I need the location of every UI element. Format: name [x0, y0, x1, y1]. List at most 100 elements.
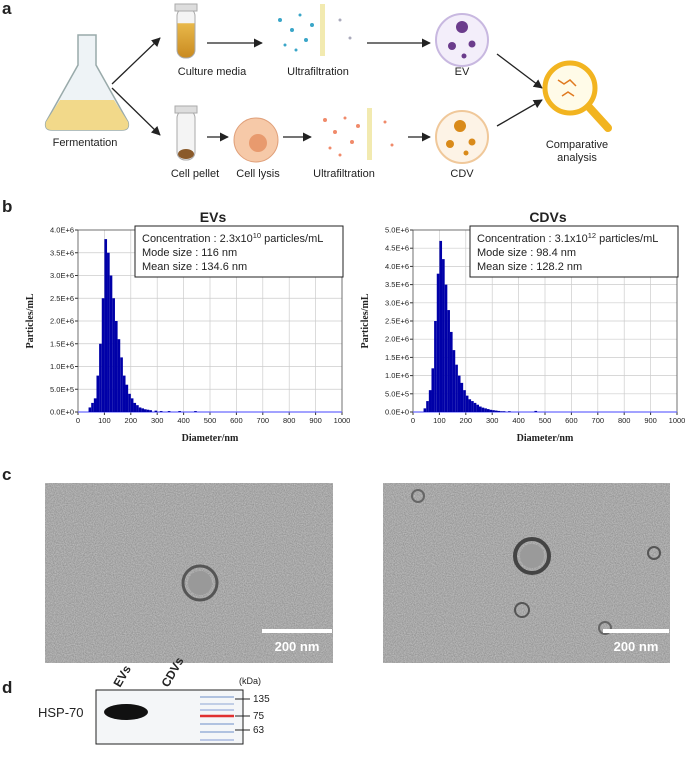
y-tick-label: 2.5E+6	[50, 294, 74, 303]
tube	[176, 7, 196, 59]
particles	[278, 13, 352, 52]
icon	[557, 79, 577, 97]
bar	[502, 411, 506, 412]
bar	[146, 409, 150, 412]
bar	[114, 321, 118, 412]
annotation: Mean size : 128.2 nm	[477, 261, 582, 273]
y-tick-label: 1.0E+6	[385, 371, 409, 380]
arrow	[111, 37, 161, 85]
x-tick-label: 100	[98, 416, 111, 425]
annotation: Mean size : 134.6 nm	[142, 261, 247, 273]
bar	[423, 408, 427, 412]
bar	[436, 273, 440, 412]
bar	[460, 382, 464, 412]
bar	[449, 331, 453, 412]
bar	[104, 239, 108, 412]
bar	[494, 410, 498, 412]
label: Fermentation	[53, 137, 118, 149]
bar	[431, 368, 435, 412]
bar	[444, 284, 448, 412]
arrow	[496, 99, 543, 127]
bar	[93, 398, 97, 412]
flask-media	[45, 100, 129, 130]
bar	[442, 259, 445, 412]
panel-label: b	[2, 197, 12, 216]
x-axis-label: Diameter/nm	[517, 433, 574, 444]
x-tick-label: 200	[125, 416, 138, 425]
x-tick-label: 700	[592, 416, 605, 425]
bar	[439, 240, 443, 412]
label: Ultrafiltration	[287, 66, 349, 78]
bar	[154, 410, 158, 412]
y-tick-label: 3.5E+6	[385, 280, 409, 289]
y-axis-label: Particles/mL	[360, 293, 371, 348]
annotation: Concentration : 2.3x1010 particles/mL	[142, 231, 323, 246]
x-tick-label: 800	[283, 416, 296, 425]
x-tick-label: 0	[76, 416, 80, 425]
x-tick-label: 300	[151, 416, 164, 425]
y-tick-label: 5.0E+6	[385, 226, 409, 235]
y-tick-label: 0.0E+0	[385, 408, 409, 417]
panel-label: a	[2, 0, 12, 18]
western-blot	[95, 689, 250, 745]
bar	[91, 402, 94, 412]
bar	[133, 402, 137, 412]
annotation-part: Mode size : 116 nm	[142, 247, 237, 259]
x-tick-label: 800	[618, 416, 631, 425]
tube-cap	[174, 105, 198, 114]
filter	[320, 4, 325, 56]
x-tick-label: 600	[230, 416, 243, 425]
unit-label: (kDa)	[239, 676, 261, 686]
x-tick-label: 300	[486, 416, 499, 425]
scale-bar-label: 200 nm	[275, 639, 320, 654]
y-tick-label: 2.0E+6	[385, 335, 409, 344]
x-tick-label: 600	[565, 416, 578, 425]
x-tick-label: 500	[539, 416, 552, 425]
label: Culture media	[178, 66, 247, 78]
y-tick-label: 3.5E+6	[50, 248, 74, 257]
chart-title: EVs	[200, 209, 227, 225]
annotation-part: 12	[588, 231, 596, 240]
annotation-part: Concentration : 3.1x10	[477, 233, 588, 245]
bar	[99, 343, 102, 412]
filter	[367, 108, 372, 160]
bar	[468, 399, 472, 412]
x-tick-label: 500	[204, 416, 217, 425]
charts: 0 100 200 300 400 500 600 700 800 900 10000.0E+05.…	[25, 209, 685, 444]
annotation-part: Mode size : 98.4 nm	[477, 247, 576, 259]
marker-label: 63	[253, 725, 265, 736]
annotation-box	[469, 225, 679, 278]
bar	[465, 395, 469, 412]
magnifier-handle	[584, 102, 612, 132]
x-tick-label: 400	[177, 416, 190, 425]
bar	[125, 384, 129, 412]
annotation-part: Mean size : 128.2 nm	[477, 261, 582, 273]
y-tick-label: 0.0E+0	[50, 408, 74, 417]
dish	[435, 13, 489, 67]
arrow	[496, 53, 543, 89]
chart-title: CDVs	[529, 209, 567, 225]
bar	[141, 408, 144, 412]
vesicles	[448, 21, 476, 59]
bar	[476, 404, 479, 412]
x-axis-label: Diameter/nm	[182, 433, 239, 444]
marker-label: 75	[253, 711, 265, 722]
bar	[101, 298, 105, 412]
bar	[534, 410, 538, 412]
bar	[484, 408, 487, 412]
bar	[508, 411, 511, 412]
schematic	[44, 3, 612, 164]
tube-cap	[174, 3, 198, 12]
bar	[471, 401, 474, 412]
pellet	[178, 149, 194, 159]
x-tick-label: 1000	[669, 416, 685, 425]
bar	[492, 410, 495, 412]
bar	[88, 407, 92, 412]
label: CDV	[450, 168, 474, 180]
bar	[136, 405, 139, 412]
bar	[122, 375, 126, 412]
y-tick-label: 4.0E+6	[385, 262, 409, 271]
annotation-part: particles/mL	[596, 233, 658, 245]
y-axis-label: Particles/mL	[25, 293, 36, 348]
